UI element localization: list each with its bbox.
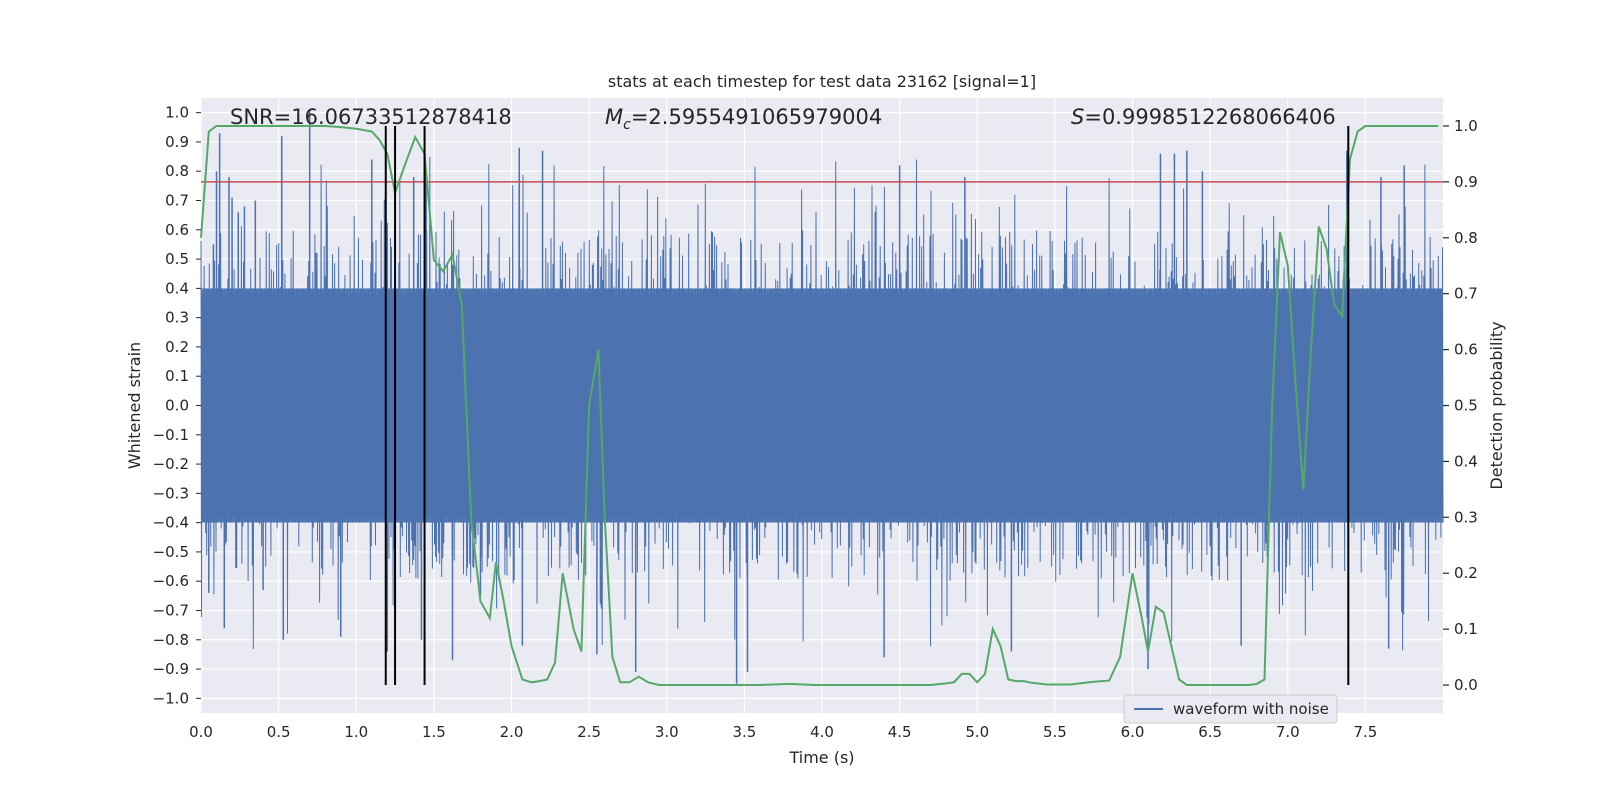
y-right-tick-label: 0.2 (1454, 564, 1478, 582)
y-left-tick-label: 1.0 (165, 104, 189, 122)
y-left-tick-label: 0.1 (165, 367, 189, 385)
x-tick-label: 0.0 (189, 723, 213, 741)
x-axis-ticks: 0.0 0.5 1.0 1.5 2.0 2.5 3.0 3.5 4.0 4.5 5.0 5.5 6.0 6… (189, 723, 1377, 741)
probability-line (200, 125, 1439, 686)
y-left-axis-label: Whitened strain (125, 342, 144, 469)
s-value: =0.9998512268066406 (1084, 105, 1335, 129)
y-left-tick-label: −0.6 (153, 572, 189, 590)
legend-label-waveform: waveform with noise (1173, 700, 1329, 718)
y-right-tick-label: 0.1 (1454, 620, 1478, 638)
x-tick-label: 2.5 (577, 723, 601, 741)
y-left-tick-label: 0.0 (165, 397, 189, 415)
y-right-tick-label: 0.8 (1454, 229, 1478, 247)
y-left-tick-label: −0.9 (153, 660, 189, 678)
y-right-tick-label: 0.5 (1454, 397, 1478, 415)
waveform-core (201, 294, 1443, 517)
score-annotation: S=0.9998512268066406 (1071, 105, 1336, 129)
x-tick-label: 2.0 (500, 723, 524, 741)
y-left-tick-label: −0.7 (153, 602, 189, 620)
y-left-tick-label: 0.9 (165, 133, 189, 151)
x-tick-label: 7.0 (1276, 723, 1300, 741)
y-left-tick-label: −0.5 (153, 543, 189, 561)
s-symbol: S (1071, 105, 1084, 129)
chirp-mass-annotation: Mc=2.5955491065979004 (605, 105, 882, 133)
y-left-tick-label: −0.4 (153, 514, 189, 532)
x-tick-label: 1.0 (344, 723, 368, 741)
y-right-axis-ticks: 1.0 0.9 0.8 0.7 0.6 0.5 0.4 0.3 0.2 0.1 0.0 (1443, 117, 1478, 694)
mc-value: =2.5955491065979004 (631, 105, 882, 129)
y-left-tick-label: 0.2 (165, 338, 189, 356)
x-tick-label: 3.0 (655, 723, 679, 741)
x-tick-label: 7.5 (1353, 723, 1377, 741)
y-right-axis-label: Detection probability (1487, 321, 1506, 489)
y-right-tick-label: 0.4 (1454, 452, 1478, 470)
y-left-tick-label: 0.7 (165, 192, 189, 210)
y-right-tick-label: 0.6 (1454, 341, 1478, 359)
x-tick-label: 5.5 (1043, 723, 1067, 741)
x-axis-label: Time (s) (788, 748, 854, 767)
x-tick-label: 6.0 (1121, 723, 1145, 741)
y-left-tick-label: −0.3 (153, 484, 189, 502)
legend-box (1123, 694, 1338, 724)
y-right-tick-label: 0.0 (1454, 676, 1478, 694)
y-left-tick-label: 0.6 (165, 221, 189, 239)
x-tick-label: 4.0 (810, 723, 834, 741)
x-tick-label: 0.5 (267, 723, 291, 741)
event-markers (384, 125, 1350, 686)
y-right-tick-label: 0.7 (1454, 285, 1478, 303)
y-left-tick-label: 0.8 (165, 162, 189, 180)
y-left-tick-label: −1.0 (153, 689, 189, 707)
y-right-tick-label: 0.9 (1454, 173, 1478, 191)
y-right-tick-label: 0.3 (1454, 508, 1478, 526)
y-left-tick-label: 0.3 (165, 309, 189, 327)
snr-annotation: SNR=16.06733512878418 (230, 105, 512, 129)
x-tick-label: 3.5 (732, 723, 756, 741)
probability-series (200, 125, 1439, 686)
waveform-series (200, 109, 1444, 684)
legend: waveform with noise (1123, 694, 1338, 724)
mc-symbol: M (605, 105, 623, 129)
chart-title: stats at each timestep for test data 231… (608, 72, 1036, 91)
y-left-tick-label: −0.2 (153, 455, 189, 473)
x-tick-label: 4.5 (888, 723, 912, 741)
x-tick-label: 6.5 (1198, 723, 1222, 741)
y-left-tick-label: −0.8 (153, 631, 189, 649)
mc-subscript: c (623, 117, 631, 133)
y-right-tick-label: 1.0 (1454, 117, 1478, 135)
x-tick-label: 5.0 (965, 723, 989, 741)
y-left-axis-ticks: 1.0 0.9 0.8 0.7 0.6 0.5 0.4 0.3 0.2 0.1 0.0 −0.1 −0.… (153, 104, 201, 707)
y-left-tick-label: 0.5 (165, 250, 189, 268)
x-tick-label: 1.5 (422, 723, 446, 741)
y-left-tick-label: −0.1 (153, 426, 189, 444)
y-left-tick-label: 0.4 (165, 279, 189, 297)
